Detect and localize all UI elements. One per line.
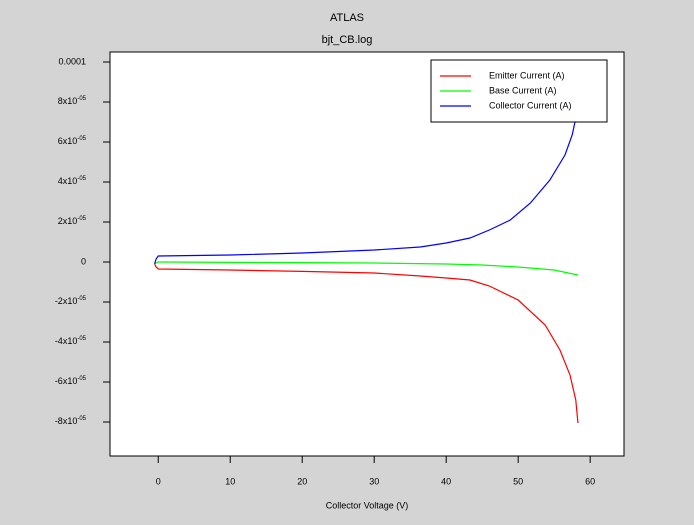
y-tick-exponent: -05	[77, 216, 86, 222]
series-line	[154, 261, 579, 276]
y-tick-exponent: -05	[77, 416, 86, 422]
y-tick-mantissa: 8x10	[58, 96, 78, 106]
y-tick-label: -6x10-05	[55, 376, 87, 387]
chart-subtitle: bjt_CB.log	[322, 34, 373, 46]
y-tick-exponent: -05	[77, 136, 86, 142]
y-tick-label: 2x10-05	[58, 216, 87, 227]
series-line	[154, 263, 579, 424]
y-tick-mantissa: -4x10	[55, 336, 78, 346]
y-tick-label: 8x10-05	[58, 96, 87, 107]
x-tick-label: 60	[585, 476, 595, 486]
y-tick-label: 4x10-05	[58, 176, 87, 187]
x-tick-label: 40	[441, 476, 451, 486]
y-tick-mantissa: 4x10	[58, 176, 78, 186]
y-tick-exponent: -05	[77, 96, 86, 102]
y-tick-exponent: -05	[77, 336, 86, 342]
legend-label: Base Current (A)	[489, 85, 557, 95]
y-tick-mantissa: -8x10	[55, 416, 78, 426]
y-tick-exponent: -05	[77, 296, 86, 302]
x-tick-label: 0	[156, 476, 161, 486]
y-tick-label: -4x10-05	[55, 336, 87, 347]
y-tick-label: -2x10-05	[55, 296, 87, 307]
y-tick-label: 6x10-05	[58, 136, 87, 147]
chart-title: ATLAS	[330, 12, 364, 24]
y-tick-mantissa: 6x10	[58, 136, 78, 146]
y-tick-label: 0.0001	[58, 56, 86, 66]
legend-label: Collector Current (A)	[489, 100, 572, 110]
y-tick-exponent: -05	[77, 176, 86, 182]
y-tick-mantissa: -2x10	[55, 296, 78, 306]
x-tick-label: 10	[225, 476, 235, 486]
legend-label: Emitter Current (A)	[489, 70, 565, 80]
y-tick-exponent: -05	[77, 376, 86, 382]
x-axis-label: Collector Voltage (V)	[326, 500, 409, 510]
series-line	[154, 81, 580, 265]
y-tick-mantissa: -6x10	[55, 376, 78, 386]
x-tick-label: 30	[369, 476, 379, 486]
y-tick-label: -8x10-05	[55, 416, 87, 427]
x-tick-label: 20	[297, 476, 307, 486]
y-tick-label: 0	[81, 256, 86, 266]
y-tick-mantissa: 2x10	[58, 216, 78, 226]
x-tick-label: 50	[513, 476, 523, 486]
